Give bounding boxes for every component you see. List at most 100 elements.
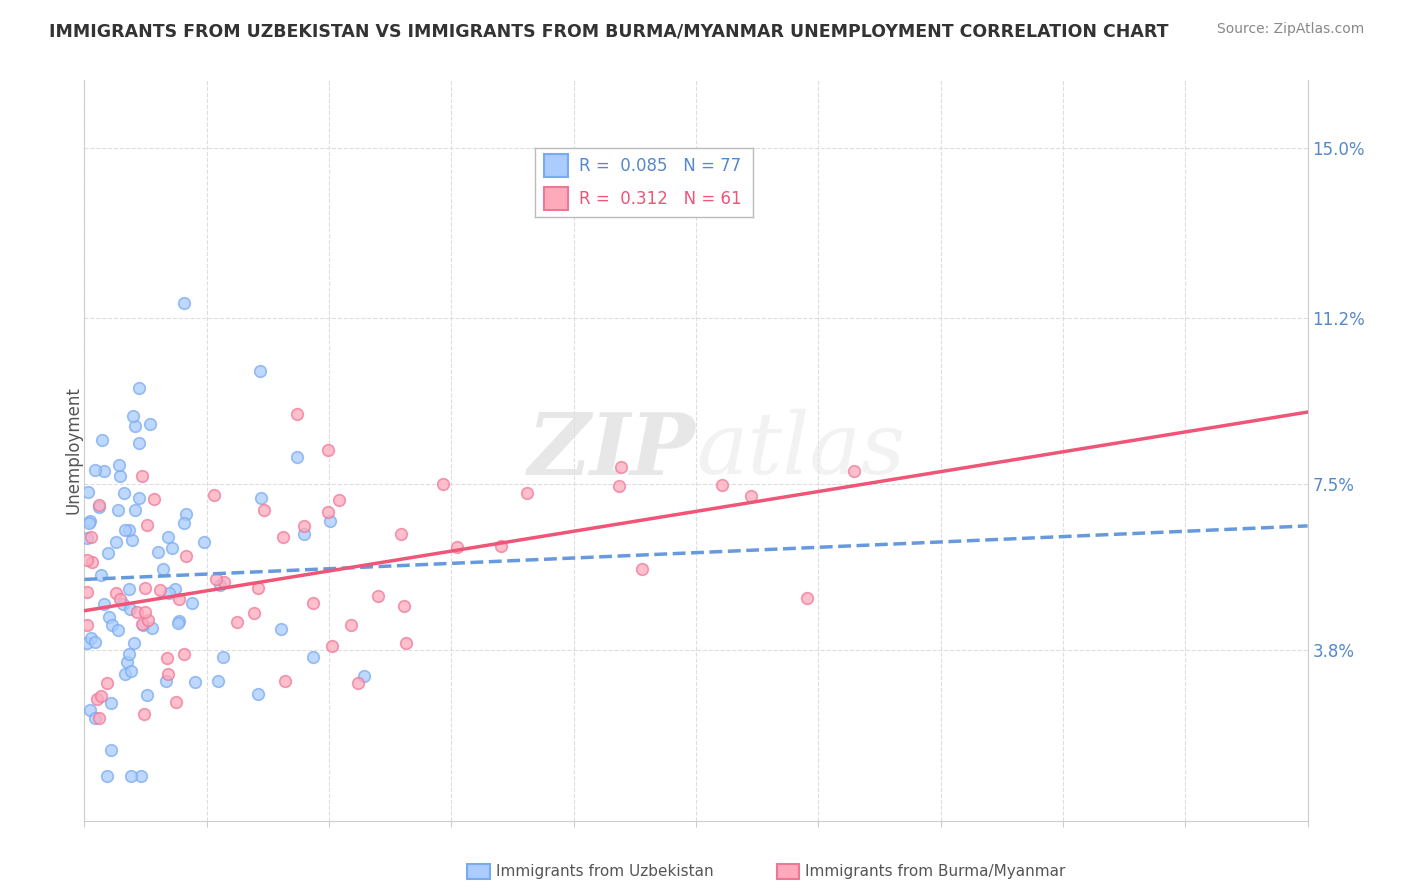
Point	[347, 675, 370, 690]
Point	[83, 711, 105, 725]
Point	[89, 498, 111, 512]
Point	[243, 607, 266, 621]
Point	[796, 591, 818, 605]
Point	[76, 553, 98, 567]
Point	[353, 668, 375, 682]
Point	[155, 674, 177, 689]
Point	[115, 655, 138, 669]
Point	[100, 742, 122, 756]
Point	[122, 409, 145, 424]
Point	[128, 491, 150, 505]
Point	[174, 507, 197, 521]
Point	[328, 493, 350, 508]
Point	[83, 635, 105, 649]
Point	[173, 647, 195, 661]
Point	[285, 407, 308, 421]
Point	[93, 597, 115, 611]
Point	[319, 514, 342, 528]
Point	[135, 518, 157, 533]
Point	[318, 443, 340, 458]
Point	[107, 503, 129, 517]
Point	[128, 381, 150, 395]
Text: Source: ZipAtlas.com: Source: ZipAtlas.com	[1216, 22, 1364, 37]
Point	[253, 502, 276, 516]
Text: Immigrants from Uzbekistan: Immigrants from Uzbekistan	[495, 864, 713, 879]
Point	[87, 500, 110, 514]
Point	[271, 530, 294, 544]
Point	[169, 592, 191, 607]
Point	[135, 688, 157, 702]
FancyBboxPatch shape	[544, 154, 568, 178]
Point	[87, 711, 110, 725]
Point	[108, 469, 131, 483]
Point	[270, 623, 292, 637]
Point	[142, 491, 165, 506]
Point	[207, 674, 229, 689]
Point	[77, 484, 100, 499]
Point	[96, 676, 118, 690]
Point	[157, 586, 180, 600]
Point	[156, 651, 179, 665]
Point	[156, 530, 179, 544]
Point	[76, 584, 98, 599]
Point	[167, 614, 190, 628]
Point	[80, 631, 103, 645]
Point	[285, 450, 308, 464]
Text: R =  0.085   N = 77: R = 0.085 N = 77	[579, 157, 741, 175]
Point	[184, 675, 207, 690]
Point	[79, 703, 101, 717]
Point	[249, 491, 271, 505]
Text: Immigrants from Burma/Myanmar: Immigrants from Burma/Myanmar	[806, 864, 1066, 879]
Point	[117, 523, 139, 537]
Y-axis label: Unemployment: Unemployment	[65, 386, 82, 515]
Point	[301, 650, 323, 665]
Point	[180, 596, 202, 610]
Point	[165, 582, 187, 596]
Point	[214, 574, 236, 589]
Point	[79, 516, 101, 530]
Point	[489, 540, 512, 554]
Point	[247, 687, 270, 701]
Point	[79, 514, 101, 528]
Point	[148, 545, 170, 559]
Point	[173, 516, 195, 530]
Point	[292, 519, 315, 533]
Point	[76, 617, 98, 632]
Point	[125, 605, 148, 619]
Point	[100, 696, 122, 710]
Point	[211, 649, 233, 664]
Point	[294, 526, 316, 541]
Point	[176, 549, 198, 564]
Point	[84, 463, 107, 477]
Point	[136, 613, 159, 627]
Point	[124, 418, 146, 433]
Point	[134, 706, 156, 721]
Point	[610, 459, 633, 474]
Point	[844, 464, 866, 478]
Point	[121, 533, 143, 547]
Point	[740, 489, 762, 503]
Point	[117, 582, 139, 596]
Point	[134, 605, 156, 619]
Point	[76, 636, 98, 650]
Point	[432, 477, 454, 491]
Point	[131, 469, 153, 483]
Point	[247, 581, 270, 595]
Point	[122, 635, 145, 649]
Point	[316, 505, 339, 519]
Point	[193, 535, 215, 549]
Point	[131, 617, 153, 632]
Point	[118, 647, 141, 661]
Point	[96, 769, 118, 783]
Point	[152, 562, 174, 576]
Text: IMMIGRANTS FROM UZBEKISTAN VS IMMIGRANTS FROM BURMA/MYANMAR UNEMPLOYMENT CORRELA: IMMIGRANTS FROM UZBEKISTAN VS IMMIGRANTS…	[49, 22, 1168, 40]
Point	[141, 621, 163, 635]
Point	[105, 586, 128, 600]
Point	[91, 433, 114, 447]
Point	[129, 769, 152, 783]
Point	[98, 609, 121, 624]
Point	[112, 597, 135, 611]
Point	[120, 769, 142, 783]
Point	[204, 572, 226, 586]
Point	[124, 503, 146, 517]
